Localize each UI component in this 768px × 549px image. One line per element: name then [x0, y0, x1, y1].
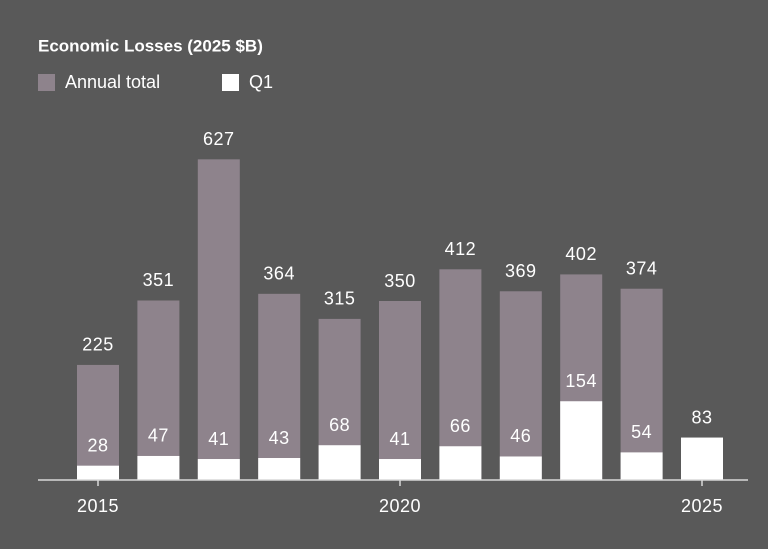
data-label: 68 [329, 415, 350, 435]
data-label: 402 [565, 244, 597, 264]
legend-label: Q1 [249, 72, 273, 92]
bar [77, 364, 119, 480]
bar [439, 269, 482, 480]
bar [258, 458, 301, 480]
data-label: 627 [203, 129, 235, 149]
legend-swatch [222, 74, 239, 91]
data-label: 225 [82, 335, 114, 355]
data-label: 41 [208, 429, 229, 449]
bar [439, 446, 482, 480]
bar [137, 300, 180, 480]
data-label: 154 [565, 371, 597, 391]
chart-title: Economic Losses (2025 $B) [38, 36, 263, 55]
data-label: 46 [510, 426, 531, 446]
bar [499, 456, 542, 480]
bar [681, 437, 723, 480]
data-label: 364 [263, 264, 295, 284]
bar [318, 445, 361, 480]
x-tick-label: 2020 [379, 496, 421, 516]
bar [258, 293, 301, 480]
data-label: 315 [324, 289, 356, 309]
data-label: 41 [389, 429, 410, 449]
bar [379, 301, 421, 480]
data-label: 83 [691, 407, 712, 427]
bar [379, 459, 421, 480]
bar [77, 465, 119, 480]
bar [620, 452, 663, 480]
bar [560, 401, 603, 480]
legend-swatch [38, 74, 55, 91]
data-label: 54 [631, 422, 652, 442]
data-label: 47 [148, 426, 169, 446]
data-label: 374 [626, 258, 658, 278]
bar [197, 159, 240, 480]
x-tick-label: 2025 [681, 496, 723, 516]
legend-label: Annual total [65, 72, 160, 92]
data-label: 43 [269, 428, 290, 448]
data-label: 66 [450, 416, 471, 436]
data-label: 28 [87, 435, 108, 455]
bar [499, 291, 542, 480]
bar [197, 459, 240, 480]
data-label: 351 [143, 270, 175, 290]
bar [620, 288, 663, 480]
data-label: 369 [505, 261, 537, 281]
bar [137, 455, 180, 480]
data-label: 350 [384, 271, 416, 291]
data-label: 412 [445, 239, 477, 259]
x-tick-label: 2015 [77, 496, 119, 516]
